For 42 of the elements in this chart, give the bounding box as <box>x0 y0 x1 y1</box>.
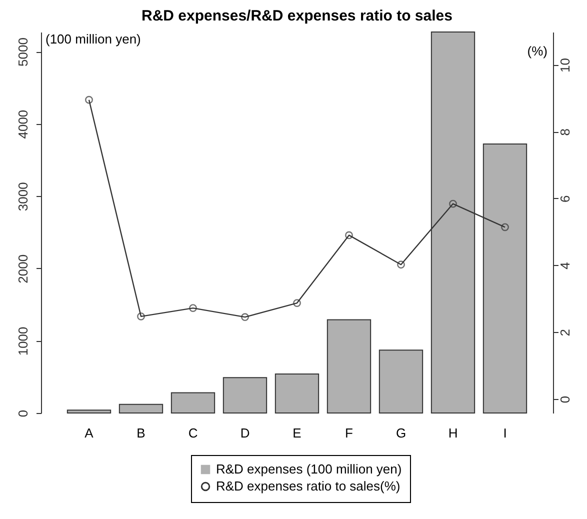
point <box>85 96 93 104</box>
x-tick-label: A <box>84 426 94 440</box>
y2-axis-title: (%) <box>527 44 548 58</box>
legend-label: R&D expenses (100 million yen) <box>216 462 402 476</box>
y2-tick-label: 8 <box>558 128 572 136</box>
y2-tick-label: 2 <box>558 329 572 336</box>
x-tick-label: D <box>240 426 250 440</box>
bar <box>326 319 372 414</box>
point <box>189 304 197 312</box>
chart-title: R&D expenses/R&D expenses ratio to sales <box>142 8 452 24</box>
y-tick-label: 4000 <box>16 110 30 139</box>
y-tick-label: 2000 <box>16 254 30 284</box>
bar <box>66 410 112 414</box>
y2-tick-label: 4 <box>558 262 572 270</box>
point <box>501 223 509 232</box>
bar <box>222 377 268 414</box>
y-tick-label: 0 <box>16 410 30 418</box>
y-tick-label: 3000 <box>16 182 30 212</box>
x-tick-label: B <box>136 426 146 440</box>
bar <box>170 392 216 414</box>
point <box>137 312 145 320</box>
point <box>345 231 353 240</box>
y-tick-label: 5000 <box>16 38 30 66</box>
point <box>397 260 405 269</box>
point <box>241 313 249 322</box>
x-tick-label: I <box>503 426 507 440</box>
point <box>449 200 457 208</box>
y-tick-label: 1000 <box>16 326 30 356</box>
bar <box>378 350 424 414</box>
x-tick-label: F <box>345 426 354 440</box>
y2-tick-label: 0 <box>558 396 572 404</box>
x-tick-label: H <box>448 426 458 440</box>
point <box>293 299 301 307</box>
bar <box>118 404 164 414</box>
y2-tick-label: 10 <box>558 58 572 72</box>
y-axis-title: (100 million yen) <box>46 32 141 46</box>
legend-label: R&D expenses ratio to sales(%) <box>216 478 400 494</box>
x-tick-label: C <box>188 426 198 440</box>
bar <box>274 373 320 414</box>
x-tick-label: G <box>396 426 406 440</box>
y2-tick-label: 6 <box>558 195 572 203</box>
x-tick-label: E <box>292 426 302 440</box>
